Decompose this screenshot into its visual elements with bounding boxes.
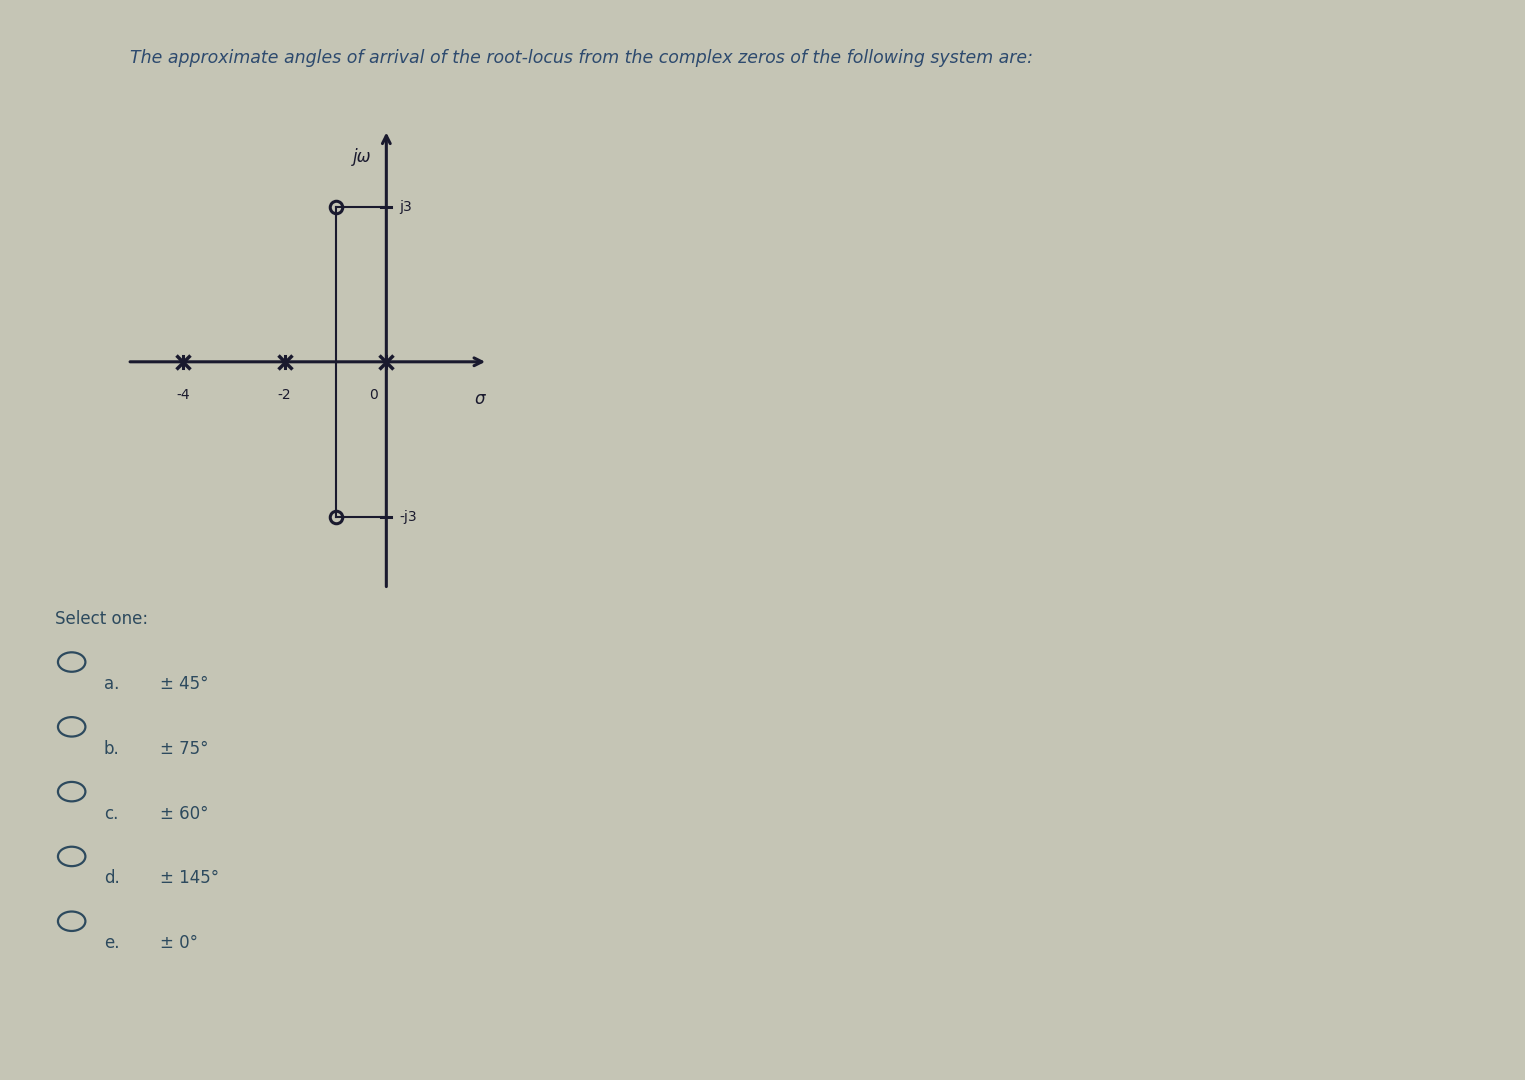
Text: -j3: -j3 xyxy=(400,510,416,524)
Text: The approximate angles of arrival of the root-locus from the complex zeros of th: The approximate angles of arrival of the… xyxy=(130,49,1032,67)
Text: ± 0°: ± 0° xyxy=(160,934,198,953)
Text: -2: -2 xyxy=(278,388,291,402)
Text: ± 75°: ± 75° xyxy=(160,740,209,758)
Text: jω: jω xyxy=(352,148,371,166)
Text: Select one:: Select one: xyxy=(55,610,148,629)
Text: b.: b. xyxy=(104,740,119,758)
Text: e.: e. xyxy=(104,934,119,953)
Text: ± 60°: ± 60° xyxy=(160,805,209,823)
Text: a.: a. xyxy=(104,675,119,693)
Text: d.: d. xyxy=(104,869,119,888)
Text: 0: 0 xyxy=(369,388,378,402)
Text: c.: c. xyxy=(104,805,117,823)
Text: -4: -4 xyxy=(177,388,189,402)
Text: ± 45°: ± 45° xyxy=(160,675,209,693)
Text: σ: σ xyxy=(474,390,485,408)
Text: ± 145°: ± 145° xyxy=(160,869,220,888)
Text: j3: j3 xyxy=(400,200,412,214)
